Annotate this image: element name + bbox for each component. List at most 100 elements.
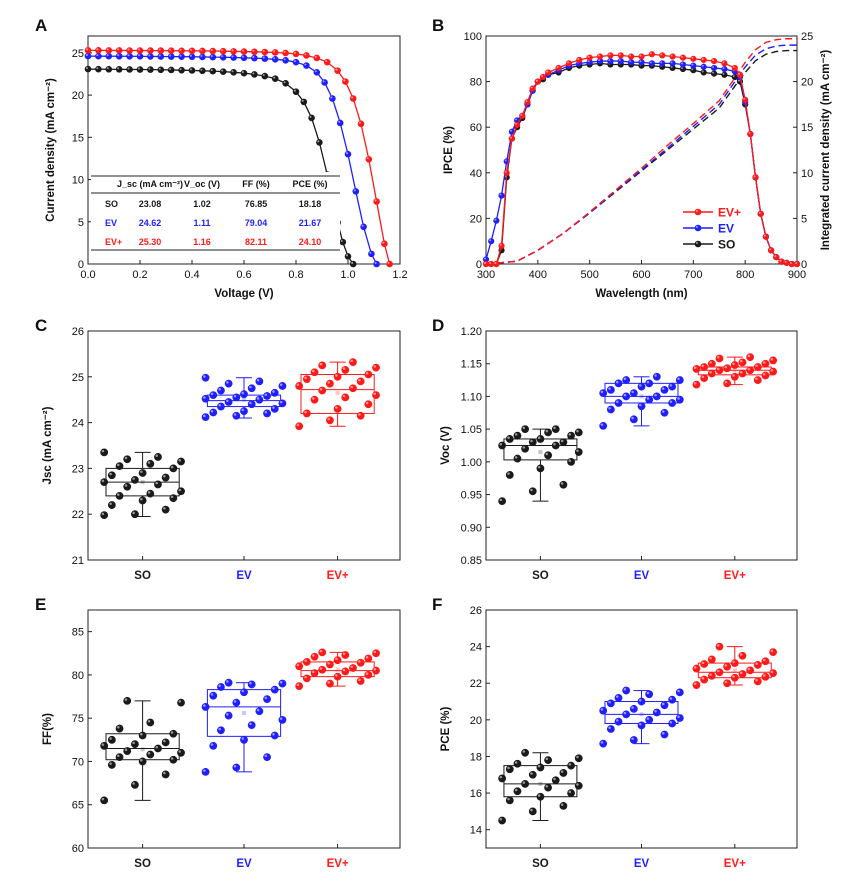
panel-letter: F — [432, 595, 442, 614]
data-point-EV — [255, 395, 264, 404]
data-point-SO — [574, 781, 583, 790]
data-point-SO-highlight — [553, 442, 556, 446]
data-point-SO-highlight — [522, 750, 526, 753]
data-point-EV — [209, 391, 218, 400]
data-point-EV-highlight — [638, 403, 642, 407]
jv-point-EV-highlight — [374, 261, 377, 265]
data-point-SO — [177, 698, 185, 707]
jv-point-EV+ — [313, 54, 321, 62]
data-point-EV+ — [318, 648, 327, 657]
data-point-SO-highlight — [117, 726, 120, 729]
mean-EV+ — [335, 390, 340, 395]
jv-point-EV-highlight — [179, 54, 182, 57]
jv-point-EV+ — [357, 120, 365, 128]
data-point-SO — [123, 696, 132, 705]
data-point-EV-highlight — [623, 377, 627, 381]
ipce-point-EV+ — [690, 55, 697, 62]
jv-point-SO-highlight — [317, 140, 320, 143]
data-point-SO — [138, 757, 147, 766]
data-point-EV+-highlight — [373, 365, 377, 368]
ipce-point-EV+-highlight — [795, 262, 798, 264]
data-point-EV+ — [356, 377, 365, 386]
jv-point-EV+-highlight — [241, 49, 244, 52]
data-point-EV+-highlight — [724, 664, 728, 667]
data-point-EV-highlight — [256, 378, 260, 382]
ipce-point-EV+ — [488, 260, 495, 268]
ipce-point-EV+ — [747, 130, 754, 138]
data-point-EV+ — [356, 411, 365, 420]
data-point-EV+-highlight — [350, 359, 353, 363]
data-point-EV-highlight — [623, 393, 627, 397]
ipce-point-EV+-highlight — [608, 53, 611, 56]
y-tick-label: 5 — [78, 217, 84, 229]
data-point-EV — [255, 377, 264, 386]
jv-point-EV-highlight — [96, 54, 99, 57]
y-tick-label: 85 — [72, 627, 84, 639]
data-point-EV-highlight — [210, 693, 214, 696]
data-point-EV-highlight — [249, 401, 252, 405]
data-point-SO-highlight — [522, 426, 526, 430]
data-point-SO — [544, 783, 552, 792]
jv-point-SO-highlight — [106, 67, 109, 70]
jv-point-SO — [240, 69, 248, 77]
data-point-EV — [652, 372, 661, 381]
data-point-EV — [209, 691, 218, 700]
data-point-EV+ — [738, 670, 747, 678]
data-point-SO-highlight — [155, 481, 158, 485]
jv-point-EV — [360, 223, 367, 231]
ipce-point-EV+-highlight — [748, 132, 751, 135]
data-point-SO-highlight — [499, 818, 503, 821]
jv-point-SO-highlight — [169, 67, 172, 70]
data-point-SO — [169, 755, 178, 764]
data-point-SO — [123, 482, 132, 491]
jv-point-EV+-highlight — [96, 48, 99, 51]
jv-point-EV — [167, 53, 175, 60]
jv-point-EV+-highlight — [127, 48, 130, 51]
jv-point-EV+ — [178, 47, 185, 55]
ipce-point-EV-highlight — [691, 63, 694, 66]
data-point-EV-highlight — [661, 702, 665, 706]
jv-point-EV+ — [230, 48, 237, 55]
data-point-EV+-highlight — [762, 674, 766, 677]
table-row-name: EV+ — [105, 237, 122, 247]
data-point-EV — [263, 409, 271, 418]
data-point-SO-highlight — [553, 777, 556, 781]
data-point-EV — [599, 706, 608, 715]
data-point-SO — [513, 431, 522, 440]
data-point-EV-highlight — [226, 680, 229, 683]
jv-point-EV-highlight — [148, 54, 151, 57]
data-point-EV+-highlight — [709, 673, 712, 676]
ipce-point-SO — [721, 71, 728, 78]
data-point-EV-highlight — [646, 380, 650, 384]
data-point-EV-highlight — [226, 381, 229, 384]
ipce-point-EV — [488, 238, 495, 245]
mean-SO — [538, 450, 543, 455]
data-point-EV+ — [341, 366, 350, 374]
data-point-SO-highlight — [522, 446, 526, 449]
ipce-point-EV+-highlight — [535, 79, 538, 82]
data-point-EV — [232, 763, 241, 772]
jv-point-EV+ — [282, 49, 289, 57]
data-point-EV+ — [302, 658, 311, 666]
data-point-EV+ — [700, 363, 709, 371]
jv-point-EV+-highlight — [314, 55, 317, 58]
table-cell-ff: 76.85 — [245, 199, 268, 209]
ipce-point-EV — [659, 60, 666, 67]
data-point-EV+ — [692, 365, 701, 373]
data-point-EV+ — [761, 371, 770, 380]
ipce-point-EV+-highlight — [639, 54, 642, 57]
data-point-EV+ — [707, 359, 716, 368]
jv-point-EV-highlight — [262, 56, 265, 59]
data-point-SO-highlight — [514, 433, 518, 436]
jv-point-EV+-highlight — [335, 68, 338, 71]
data-point-EV+-highlight — [312, 654, 315, 657]
data-point-EV — [201, 703, 210, 711]
ipce-point-EV — [710, 64, 718, 72]
ipce-point-EV+ — [638, 53, 645, 60]
data-point-EV — [247, 721, 256, 730]
data-point-SO-highlight — [499, 442, 503, 446]
data-point-SO-highlight — [178, 750, 182, 753]
y-tick-label-right: 5 — [801, 213, 807, 225]
data-point-EV-highlight — [654, 393, 657, 397]
ipce-point-EV+-highlight — [769, 248, 772, 251]
